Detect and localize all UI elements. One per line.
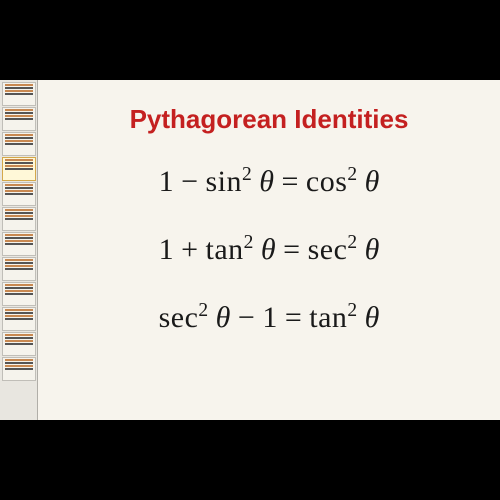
slide-thumbnail[interactable] (2, 357, 36, 381)
thumbnail-sidebar (0, 80, 38, 420)
slide-thumbnail[interactable] (2, 332, 36, 356)
eq2-lhs-exp: 2 (244, 232, 254, 253)
eq3-lhs-var: θ (216, 301, 231, 334)
slide-container: Pythagorean Identities 1 − sin2 θ = cos2… (0, 80, 500, 420)
eq3-rhs-func: tan (309, 301, 347, 334)
eq1-rhs-exp: 2 (347, 164, 357, 185)
eq3-lhs-exp: 2 (198, 300, 208, 321)
eq2-rhs-var: θ (365, 233, 380, 266)
slide-thumbnail[interactable] (2, 182, 36, 206)
slide-thumbnail[interactable] (2, 132, 36, 156)
slide-thumbnail[interactable] (2, 107, 36, 131)
eq1-lhs-func: sin (205, 165, 242, 198)
eq1-rhs-var: θ (365, 165, 380, 198)
eq3-equals: = (277, 301, 309, 334)
eq1-lhs-prefix: 1 − (159, 165, 206, 198)
eq3-lhs-suffix: − 1 (230, 301, 277, 334)
slide-thumbnail[interactable] (2, 257, 36, 281)
slide-thumbnail[interactable] (2, 282, 36, 306)
slide-title: Pythagorean Identities (130, 104, 409, 135)
slide-thumbnail[interactable] (2, 307, 36, 331)
eq3-rhs-var: θ (365, 301, 380, 334)
slide-thumbnail[interactable] (2, 82, 36, 106)
eq3-rhs-exp: 2 (347, 300, 357, 321)
eq3-lhs-space (208, 301, 216, 334)
eq1-rhs-space (357, 165, 365, 198)
eq3-rhs-space (357, 301, 365, 334)
eq2-lhs-space (253, 233, 261, 266)
slide-main-content: Pythagorean Identities 1 − sin2 θ = cos2… (38, 80, 500, 420)
eq2-rhs-func: sec (308, 233, 348, 266)
eq3-lhs-func: sec (159, 301, 199, 334)
eq2-equals: = (276, 233, 308, 266)
slide-thumbnail[interactable] (2, 232, 36, 256)
eq2-lhs-func: tan (206, 233, 244, 266)
eq2-lhs-prefix: 1 + (159, 233, 206, 266)
eq1-lhs-exp: 2 (242, 164, 252, 185)
eq1-rhs-func: cos (306, 165, 348, 198)
equation-3: sec2 θ − 1 = tan2 θ (159, 301, 380, 335)
eq2-lhs-var: θ (261, 233, 276, 266)
eq1-lhs-var: θ (259, 165, 274, 198)
eq2-rhs-exp: 2 (347, 232, 357, 253)
equation-1: 1 − sin2 θ = cos2 θ (159, 165, 380, 199)
eq1-equals: = (274, 165, 306, 198)
eq2-rhs-space (357, 233, 365, 266)
equation-2: 1 + tan2 θ = sec2 θ (159, 233, 380, 267)
slide-thumbnail[interactable] (2, 157, 36, 181)
slide-thumbnail[interactable] (2, 207, 36, 231)
